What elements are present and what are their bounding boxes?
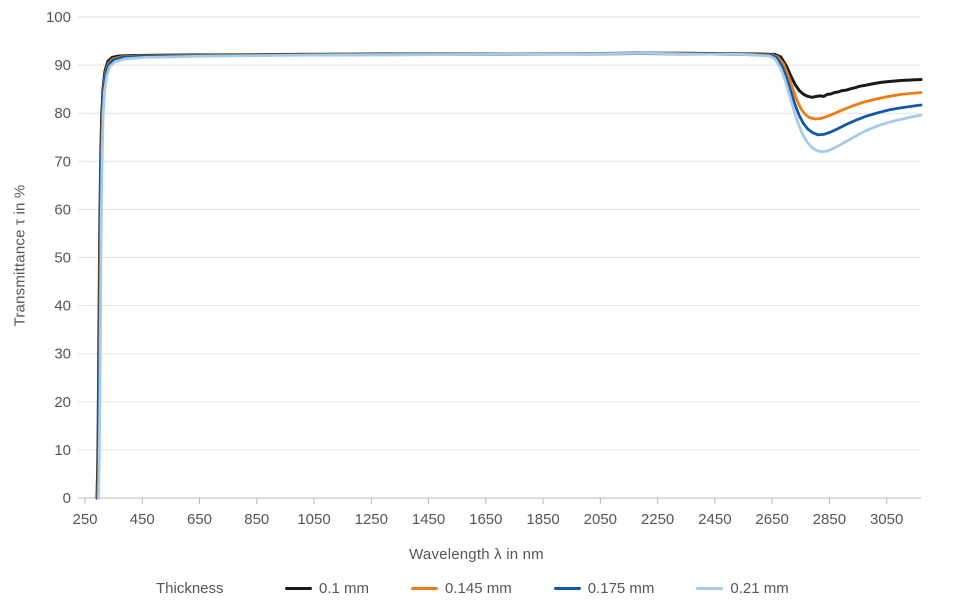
legend-item-label: 0.21 mm (730, 580, 789, 597)
x-axis-title: Wavelength λ in nm (409, 546, 544, 563)
y-tick-label: 90 (54, 57, 71, 74)
y-tick-label: 60 (54, 201, 71, 218)
y-tick-label: 80 (54, 105, 71, 122)
y-tick-label: 40 (54, 298, 71, 315)
series-swatch-icon (411, 587, 439, 590)
x-tick-label: 1650 (469, 511, 502, 528)
series-swatch-icon (285, 587, 312, 590)
y-tick-label: 0 (63, 490, 71, 507)
legend-title: Thickness (156, 580, 224, 597)
y-tick-label: 30 (54, 346, 71, 363)
legend-item: 0.145 mm (411, 580, 512, 597)
legend-items: 0.1 mm 0.145 mm 0.175 mm 0.21 mm (285, 580, 789, 597)
x-tick-label: 250 (72, 511, 97, 528)
y-tick-label: 20 (54, 394, 71, 411)
x-tick-label: 2450 (698, 511, 731, 528)
x-tick-label: 2250 (641, 511, 674, 528)
y-tick-label: 100 (46, 9, 71, 26)
x-tick-label: 1250 (355, 511, 388, 528)
x-tick-label: 1850 (526, 511, 559, 528)
y-tick-label: 70 (54, 153, 71, 170)
x-tick-label: 2850 (813, 511, 846, 528)
legend-item-label: 0.175 mm (587, 580, 655, 597)
legend-item-label: 0.1 mm (319, 580, 370, 597)
legend: Thickness 0.1 mm 0.145 mm 0.175 mm 0.21 … (0, 579, 953, 599)
y-tick-label: 50 (54, 250, 71, 267)
legend-item: 0.175 mm (553, 580, 655, 597)
x-tick-label: 1050 (297, 511, 330, 528)
legend-item: 0.21 mm (696, 580, 789, 597)
series-line-0.21-mm (97, 51, 923, 500)
legend-item-label: 0.145 mm (445, 580, 512, 597)
x-tick-label: 650 (187, 511, 212, 528)
x-tick-label: 1450 (412, 511, 445, 528)
x-tick-label: 3050 (870, 511, 903, 528)
x-tick-label: 2050 (584, 511, 617, 528)
x-tick-label: 850 (244, 511, 269, 528)
series-swatch-icon (696, 587, 724, 590)
plot-area: 0 10 20 30 40 50 60 70 80 90 100 250 450 650 850 1050 12… (46, 9, 923, 528)
legend-item: 0.1 mm (285, 580, 369, 597)
x-tick-label: 450 (130, 511, 155, 528)
series-swatch-icon (553, 587, 581, 590)
y-tick-label: 10 (54, 442, 71, 459)
y-axis-title: Transmittance τ in % (11, 184, 29, 327)
x-tick-label: 2650 (755, 511, 788, 528)
